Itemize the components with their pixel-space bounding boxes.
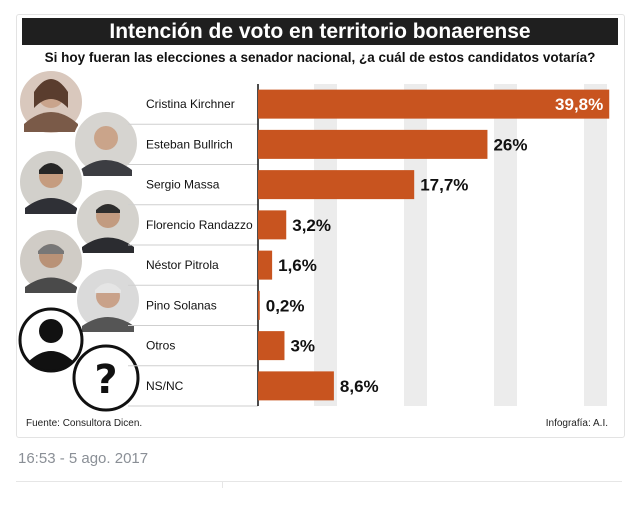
avatar-nestor-pitrola-icon xyxy=(18,228,84,294)
bar xyxy=(258,290,260,320)
tweet-timestamp[interactable]: 16:53 - 5 ago. 2017 xyxy=(18,450,149,467)
bar xyxy=(258,129,488,159)
value-label: 3,2% xyxy=(292,216,331,235)
grid-column-3 xyxy=(584,84,607,406)
avatar-pino-solanas-icon xyxy=(75,267,141,333)
chart-title: Intención de voto en territorio bonaeren… xyxy=(22,18,618,45)
value-label: 17,7% xyxy=(420,176,468,195)
category-label: Florencio Randazzo xyxy=(146,218,253,232)
bar xyxy=(258,371,334,401)
bar xyxy=(258,210,287,240)
bar xyxy=(258,250,273,280)
category-label: Otros xyxy=(146,339,175,353)
avatar-esteban-bullrich-icon xyxy=(73,110,139,176)
avatar-sergio-massa-icon xyxy=(18,149,84,215)
value-label: 8,6% xyxy=(340,377,379,396)
bar xyxy=(258,331,285,361)
value-label: 26% xyxy=(493,135,527,154)
divider-tick xyxy=(222,481,223,488)
category-label: Néstor Pitrola xyxy=(146,258,219,272)
category-label: Cristina Kirchner xyxy=(146,97,235,111)
bar xyxy=(258,170,415,200)
grid-columns xyxy=(314,84,607,406)
grid-column-0 xyxy=(314,84,337,406)
category-label: Pino Solanas xyxy=(146,298,217,312)
value-label: 39,8% xyxy=(555,95,603,114)
avatar-cristina-kirchner-icon xyxy=(18,69,84,135)
avatar-florencio-randazzo-icon xyxy=(75,188,141,254)
bar xyxy=(258,89,610,119)
category-label: NS/NC xyxy=(146,379,184,393)
grid-column-1 xyxy=(404,84,427,406)
category-labels: Cristina Kirchner Esteban Bullrich Sergio … xyxy=(128,97,258,407)
category-label: Sergio Massa xyxy=(146,178,220,192)
value-label: 3% xyxy=(290,337,315,356)
divider xyxy=(16,481,622,482)
value-label: 1,6% xyxy=(278,256,317,275)
avatar-nsnc-question-icon: ? xyxy=(72,344,140,412)
category-label: Esteban Bullrich xyxy=(146,137,233,151)
chart-subtitle: Si hoy fueran las elecciones a senador n… xyxy=(44,50,596,65)
svg-text:?: ? xyxy=(94,357,117,403)
source-note: Fuente: Consultora Dicen. xyxy=(26,418,143,429)
grid-column-2 xyxy=(494,84,517,406)
bars xyxy=(258,89,610,401)
value-labels: 39,8% 26% 17,7% 3,2% 1,6% 0,2% 3% 8,6% xyxy=(266,95,603,396)
avatar-otros-silhouette-icon xyxy=(18,307,84,373)
value-label: 0,2% xyxy=(266,296,305,315)
avatar-group: ? xyxy=(18,69,141,412)
credit-note: Infografía: A.I. xyxy=(545,418,608,429)
